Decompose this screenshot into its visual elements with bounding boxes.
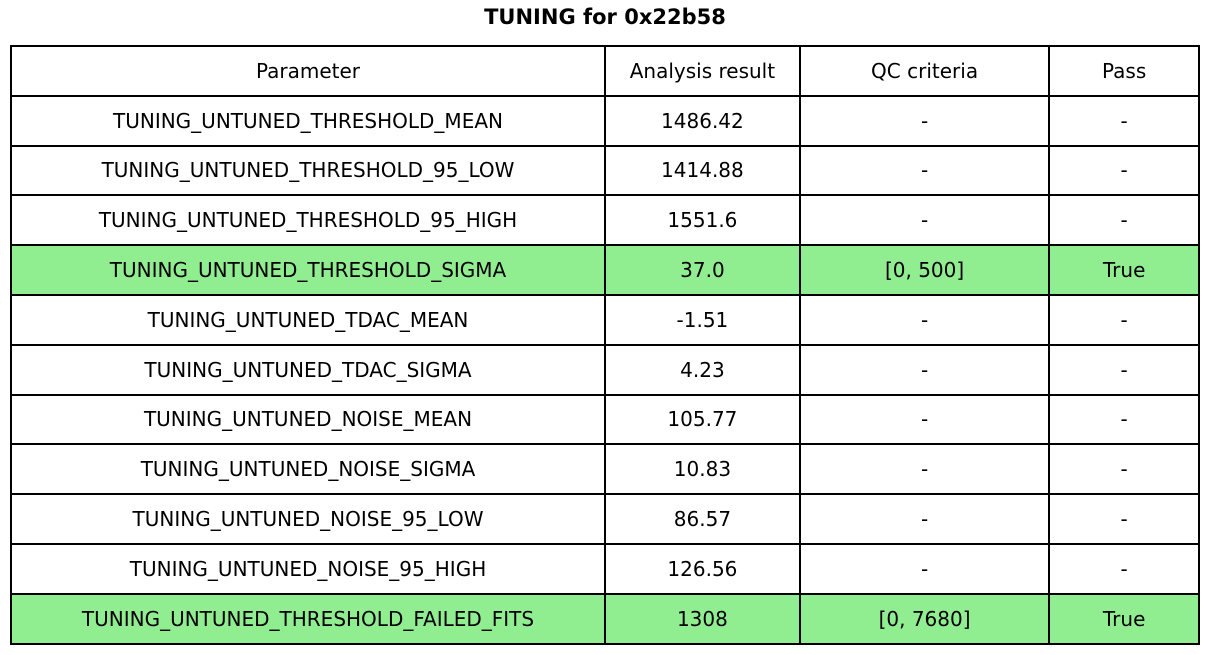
column-header-qc-criteria: QC criteria bbox=[798, 45, 1051, 97]
cell-qc-criteria: - bbox=[798, 293, 1051, 346]
cell-parameter: TUNING_UNTUNED_TDAC_SIGMA bbox=[10, 343, 606, 396]
column-header-parameter: Parameter bbox=[10, 45, 606, 97]
cell-parameter: TUNING_UNTUNED_THRESHOLD_FAILED_FITS bbox=[10, 592, 606, 645]
cell-analysis-result: 1308 bbox=[604, 592, 801, 645]
table-row: TUNING_UNTUNED_NOISE_SIGMA 10.83- - bbox=[10, 443, 1200, 496]
cell-parameter: TUNING_UNTUNED_THRESHOLD_95_HIGH bbox=[10, 194, 606, 247]
cell-qc-criteria: - bbox=[798, 94, 1051, 147]
table-row: TUNING_UNTUNED_TDAC_SIGMA 4.23- - bbox=[10, 343, 1200, 396]
cell-analysis-result: 1414.88 bbox=[604, 144, 801, 197]
cell-qc-criteria: - bbox=[798, 493, 1051, 545]
qc-results-table: Parameter Analysis result QC criteria Pa… bbox=[10, 45, 1200, 645]
table-body: TUNING_UNTUNED_THRESHOLD_MEAN 1486.42- - TU… bbox=[10, 94, 1200, 645]
cell-qc-criteria: [0, 500] bbox=[798, 244, 1051, 296]
cell-pass: - bbox=[1048, 144, 1200, 197]
cell-pass: - bbox=[1048, 493, 1200, 545]
table-row: TUNING_UNTUNED_THRESHOLD_95_HIGH 1551.6- - bbox=[10, 194, 1200, 247]
column-header-analysis-result: Analysis result bbox=[604, 45, 801, 97]
table-row: TUNING_UNTUNED_NOISE_95_LOW 86.57- - bbox=[10, 493, 1200, 545]
cell-parameter: TUNING_UNTUNED_TDAC_MEAN bbox=[10, 293, 606, 346]
cell-pass: - bbox=[1048, 542, 1200, 595]
cell-qc-criteria: [0, 7680] bbox=[798, 592, 1051, 645]
cell-analysis-result: 10.83 bbox=[604, 443, 801, 496]
cell-analysis-result: 126.56 bbox=[604, 542, 801, 595]
cell-analysis-result: 1486.42 bbox=[604, 94, 801, 147]
cell-analysis-result: -1.51 bbox=[604, 293, 801, 346]
table-row: TUNING_UNTUNED_THRESHOLD_95_LOW 1414.88- - bbox=[10, 144, 1200, 197]
cell-parameter: TUNING_UNTUNED_NOISE_95_HIGH bbox=[10, 542, 606, 595]
cell-qc-criteria: - bbox=[798, 194, 1051, 247]
cell-qc-criteria: - bbox=[798, 542, 1051, 595]
cell-qc-criteria: - bbox=[798, 443, 1051, 496]
cell-parameter: TUNING_UNTUNED_NOISE_MEAN bbox=[10, 393, 606, 446]
cell-analysis-result: 4.23 bbox=[604, 343, 801, 396]
cell-parameter: TUNING_UNTUNED_THRESHOLD_95_LOW bbox=[10, 144, 606, 197]
cell-pass: - bbox=[1048, 293, 1200, 346]
cell-pass: - bbox=[1048, 194, 1200, 247]
cell-qc-criteria: - bbox=[798, 393, 1051, 446]
header-row: Parameter Analysis result QC criteria Pa… bbox=[10, 45, 1200, 97]
cell-pass: - bbox=[1048, 343, 1200, 396]
cell-parameter: TUNING_UNTUNED_NOISE_SIGMA bbox=[10, 443, 606, 496]
table-row: TUNING_UNTUNED_THRESHOLD_SIGMA 37.0 [0, 50… bbox=[10, 244, 1200, 296]
cell-analysis-result: 105.77 bbox=[604, 393, 801, 446]
cell-pass: True bbox=[1048, 244, 1200, 296]
cell-qc-criteria: - bbox=[798, 144, 1051, 197]
table-row: TUNING_UNTUNED_NOISE_95_HIGH 126.56- - bbox=[10, 542, 1200, 595]
cell-pass: - bbox=[1048, 94, 1200, 147]
cell-analysis-result: 37.0 bbox=[604, 244, 801, 296]
cell-parameter: TUNING_UNTUNED_NOISE_95_LOW bbox=[10, 493, 606, 545]
cell-pass: True bbox=[1048, 592, 1200, 645]
cell-pass: - bbox=[1048, 393, 1200, 446]
cell-pass: - bbox=[1048, 443, 1200, 496]
column-header-pass: Pass bbox=[1048, 45, 1200, 97]
table-header: Parameter Analysis result QC criteria Pa… bbox=[10, 45, 1200, 97]
table-row: TUNING_UNTUNED_NOISE_MEAN 105.77- - bbox=[10, 393, 1200, 446]
table-row: TUNING_UNTUNED_THRESHOLD_FAILED_FITS 1308… bbox=[10, 592, 1200, 645]
cell-analysis-result: 86.57 bbox=[604, 493, 801, 545]
page-title: TUNING for 0x22b58 bbox=[484, 5, 726, 29]
cell-qc-criteria: - bbox=[798, 343, 1051, 396]
cell-analysis-result: 1551.6 bbox=[604, 194, 801, 247]
cell-parameter: TUNING_UNTUNED_THRESHOLD_MEAN bbox=[10, 94, 606, 147]
table-row: TUNING_UNTUNED_TDAC_MEAN -1.51- - bbox=[10, 293, 1200, 346]
cell-parameter: TUNING_UNTUNED_THRESHOLD_SIGMA bbox=[10, 244, 606, 296]
table-row: TUNING_UNTUNED_THRESHOLD_MEAN 1486.42- - bbox=[10, 94, 1200, 147]
